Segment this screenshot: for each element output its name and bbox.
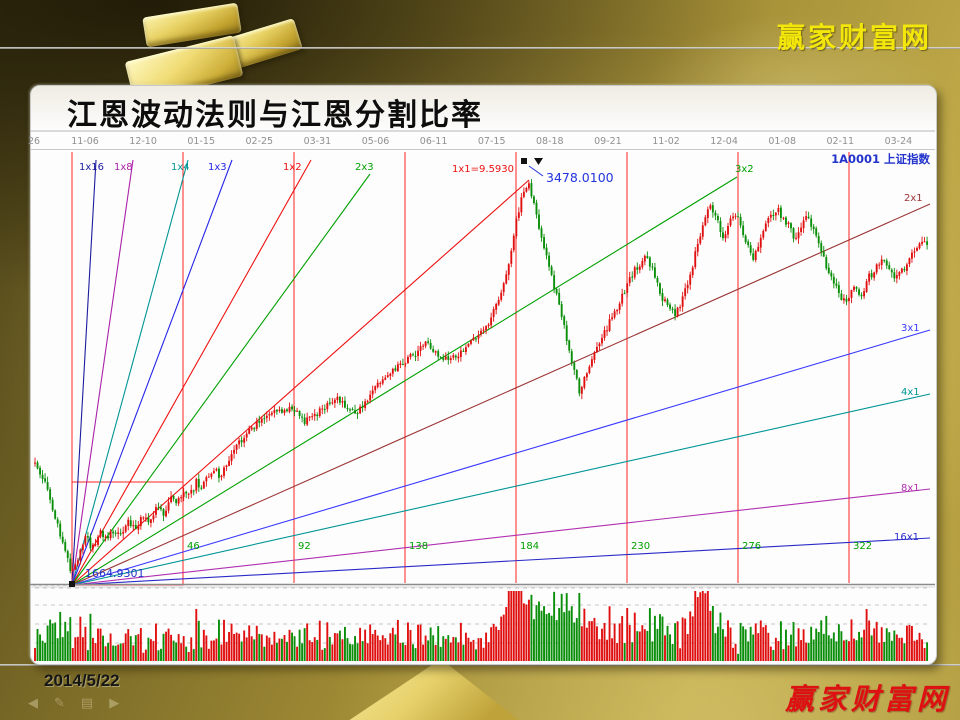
slide-title: 江恩波动法则与江恩分割比率	[67, 99, 483, 132]
gold-bars-image	[110, 2, 303, 103]
site-brand-header: 赢家财富网	[776, 22, 932, 53]
site-brand-footer: 赢家财富网	[784, 684, 950, 716]
gold-fold-decoration	[348, 659, 520, 720]
pen-icon[interactable]: ✎	[54, 695, 65, 710]
footer-divider	[0, 664, 960, 666]
gold-bar-watermark	[600, 0, 960, 86]
menu-icon[interactable]: ▤	[80, 695, 94, 710]
panel-top-tint	[31, 86, 936, 132]
content-panel: 江恩波动法则与江恩分割比率	[30, 85, 937, 665]
header-divider	[0, 47, 960, 49]
prev-arrow-icon[interactable]: ◀	[28, 695, 38, 710]
footer-date: 2014/5/22	[44, 671, 120, 690]
next-arrow-icon[interactable]: ▶	[109, 695, 120, 710]
presenter-nav: ◀ ✎ ▤ ▶	[28, 695, 119, 711]
